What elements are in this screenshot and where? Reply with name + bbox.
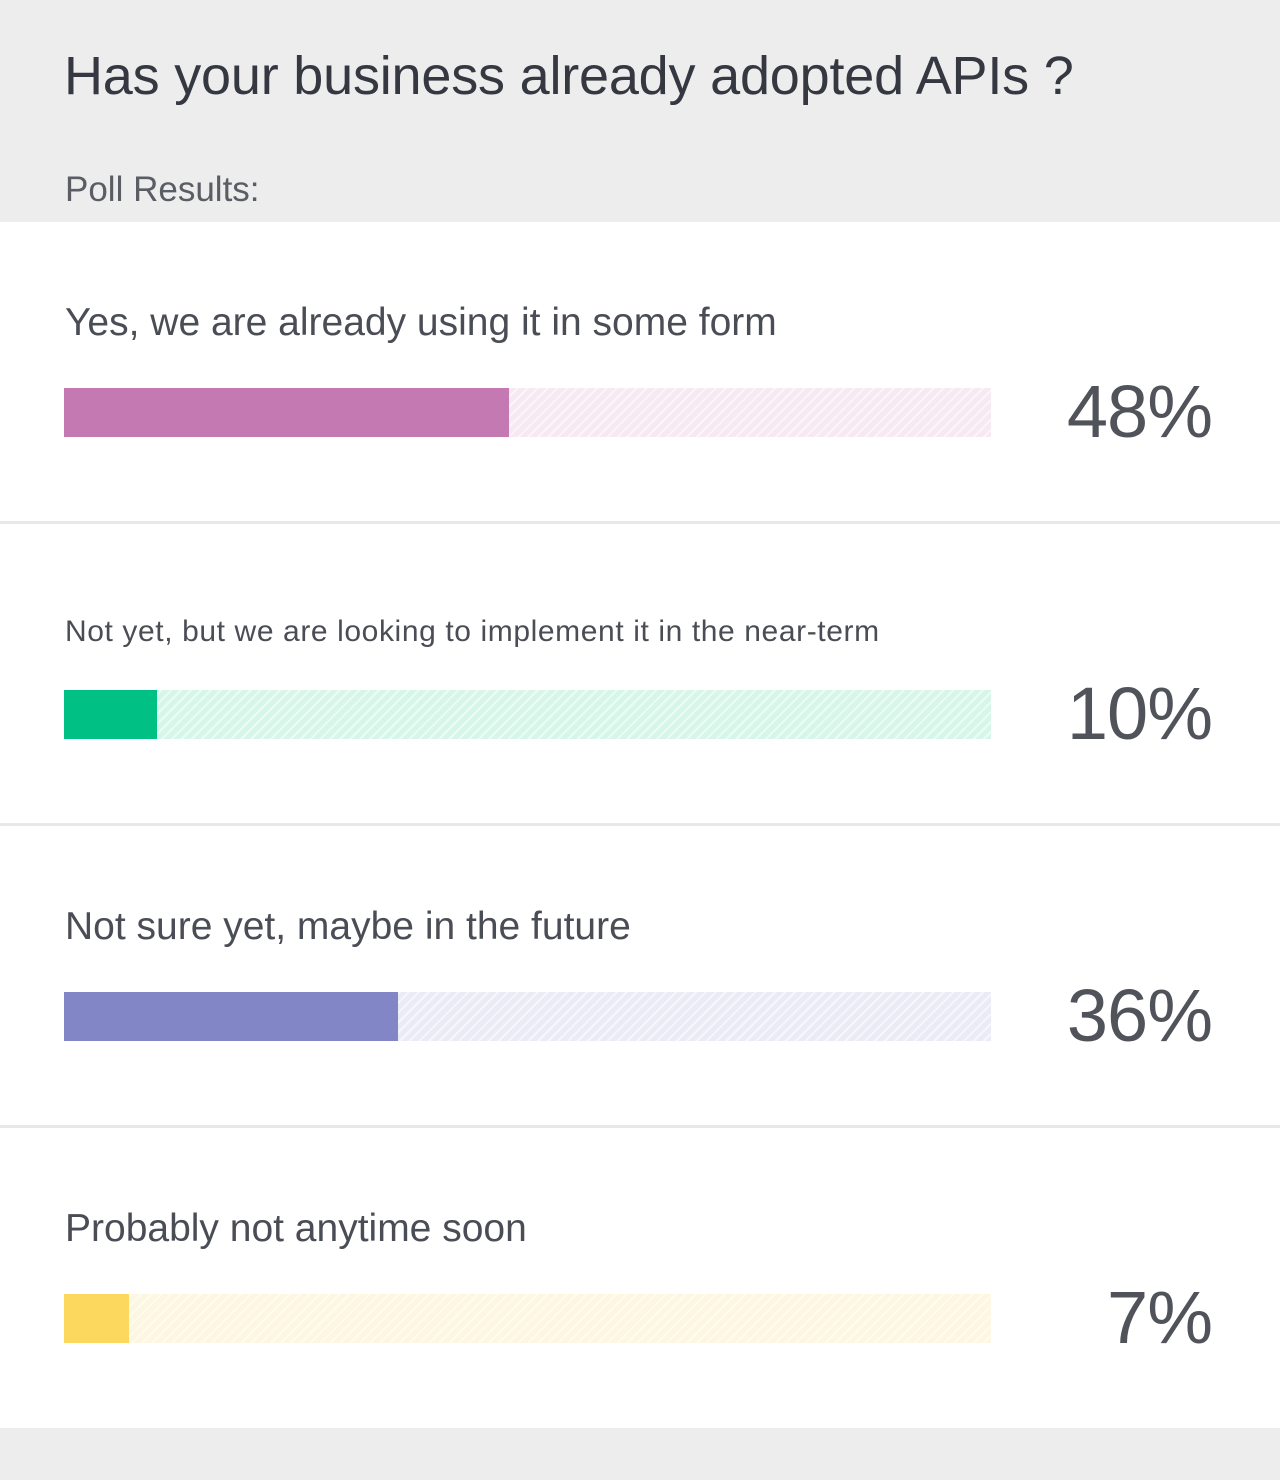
option-percentage: 48%	[1066, 370, 1213, 453]
progress-bar-fill	[64, 388, 509, 437]
progress-bar-fill	[64, 1294, 129, 1343]
option-percentage: 10%	[1066, 672, 1213, 755]
progress-bar-track	[64, 992, 991, 1041]
poll-results-list: Yes, we are already using it in some for…	[0, 222, 1280, 1428]
option-percentage: 7%	[1107, 1276, 1213, 1359]
progress-bar-fill	[64, 690, 157, 739]
poll-question: Has your business already adopted APIs ?	[64, 46, 1074, 106]
page-footer	[0, 1428, 1280, 1480]
progress-bar-fill	[64, 992, 398, 1041]
option-label: Probably not anytime soon	[65, 1207, 527, 1250]
poll-option: Probably not anytime soon 7%	[0, 1128, 1280, 1430]
poll-results-heading: Poll Results:	[65, 170, 260, 209]
option-percentage: 36%	[1066, 974, 1213, 1057]
option-label: Yes, we are already using it in some for…	[65, 301, 777, 344]
option-label: Not yet, but we are looking to implement…	[65, 615, 880, 648]
poll-option: Not yet, but we are looking to implement…	[0, 524, 1280, 826]
poll-option: Not sure yet, maybe in the future 36%	[0, 826, 1280, 1128]
poll-header: Has your business already adopted APIs ?…	[0, 0, 1280, 222]
poll-option: Yes, we are already using it in some for…	[0, 222, 1280, 524]
option-label: Not sure yet, maybe in the future	[65, 905, 631, 948]
progress-bar-track	[64, 388, 991, 437]
progress-bar-track	[64, 1294, 991, 1343]
progress-bar-track	[64, 690, 991, 739]
